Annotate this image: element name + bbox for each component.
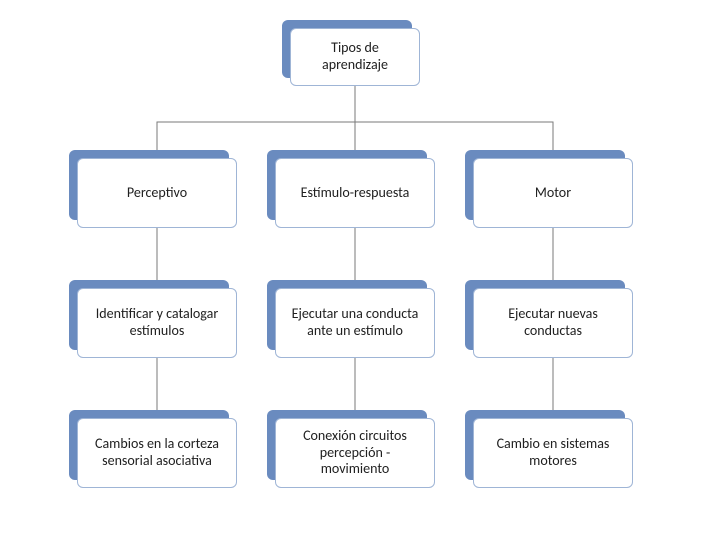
node-r2c2: Ejecutar una conducta ante un estímulo [275,288,435,358]
node-box: Cambio en sistemas motores [473,418,633,488]
node-box: Perceptivo [77,158,237,228]
node-root: Tipos de aprendizaje [290,28,420,86]
node-r1c3: Motor [473,158,633,228]
node-r2c1: Identificar y catalogar estímulos [77,288,237,358]
connector [157,86,355,158]
node-box: Ejecutar una conducta ante un estímulo [275,288,435,358]
node-r1c1: Perceptivo [77,158,237,228]
node-label: Motor [535,185,571,202]
node-box: Cambios en la corteza sensorial asociati… [77,418,237,488]
node-label: Cambio en sistemas motores [484,436,622,470]
node-label: Identificar y catalogar estímulos [88,306,226,340]
node-label: Ejecutar una conducta ante un estímulo [286,306,424,340]
node-r3c1: Cambios en la corteza sensorial asociati… [77,418,237,488]
node-r2c3: Ejecutar nuevas conductas [473,288,633,358]
node-r3c2: Conexión circuitos percepción - movimien… [275,418,435,488]
node-box: Motor [473,158,633,228]
node-label: Perceptivo [127,185,187,202]
node-label: Ejecutar nuevas conductas [484,306,622,340]
node-box: Ejecutar nuevas conductas [473,288,633,358]
node-label: Tipos de aprendizaje [301,40,409,74]
node-box: Estímulo-respuesta [275,158,435,228]
node-label: Estímulo-respuesta [301,185,410,202]
node-box: Conexión circuitos percepción - movimien… [275,418,435,488]
node-label: Conexión circuitos percepción - movimien… [286,428,424,478]
node-label: Cambios en la corteza sensorial asociati… [88,436,226,470]
node-box: Identificar y catalogar estímulos [77,288,237,358]
connector [355,86,553,158]
node-box: Tipos de aprendizaje [290,28,420,86]
node-r1c2: Estímulo-respuesta [275,158,435,228]
node-r3c3: Cambio en sistemas motores [473,418,633,488]
